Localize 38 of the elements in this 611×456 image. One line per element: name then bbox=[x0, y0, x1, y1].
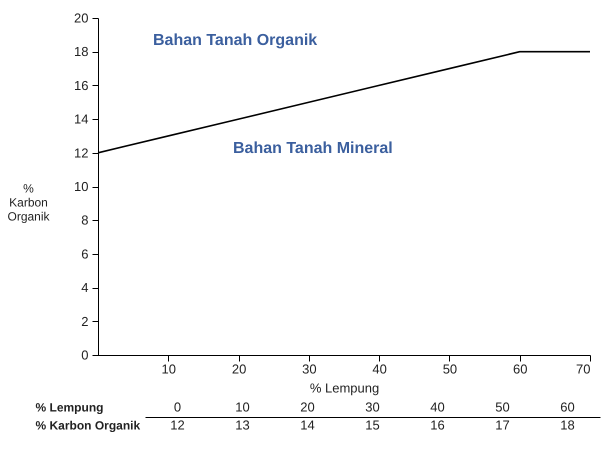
data-label: 12 bbox=[170, 418, 185, 432]
annotation: Bahan Tanah Mineral bbox=[233, 140, 393, 157]
data-label: 13 bbox=[235, 418, 250, 432]
x-tick-label: 20 bbox=[300, 400, 315, 414]
data-label: 16 bbox=[430, 418, 445, 432]
y-tick-label: 16 bbox=[74, 78, 88, 93]
x-tick-label: 50 bbox=[442, 362, 458, 376]
x-tick-label: 40 bbox=[430, 400, 445, 414]
x-axis-title: % Lempung bbox=[310, 380, 380, 396]
x-tick-label: 30 bbox=[365, 400, 380, 414]
y-tick-label: 10 bbox=[74, 179, 88, 194]
y-axis-title: % Karbon Organik bbox=[7, 182, 50, 224]
y-tick-label: 14 bbox=[74, 112, 88, 127]
x-tick-label: 10 bbox=[162, 362, 176, 376]
y-tick-label: 6 bbox=[81, 246, 88, 262]
y-tick-label: % Karbon Organik bbox=[36, 418, 141, 432]
y-tick-label: 12 bbox=[74, 145, 88, 160]
x-tick-label: 60 bbox=[560, 400, 575, 414]
x-tick-label: 50 bbox=[495, 400, 510, 414]
y-tick-label: 18 bbox=[74, 44, 88, 60]
x-tick-label: 0 bbox=[174, 400, 182, 414]
y-tick-label: 20 bbox=[74, 10, 88, 26]
annotation: Bahan Tanah Organik bbox=[153, 32, 318, 49]
x-tick-label: 70 bbox=[576, 362, 590, 376]
y-tick-label: 4 bbox=[81, 280, 88, 296]
x-tick-label: 40 bbox=[372, 362, 387, 376]
data-label: 17 bbox=[495, 418, 510, 432]
x-tick-label: 60 bbox=[512, 362, 528, 376]
x-tick-label: 30 bbox=[302, 362, 317, 376]
data-label: 15 bbox=[365, 418, 380, 432]
y-tick-label: 2 bbox=[81, 314, 88, 329]
y-tick-label: 8 bbox=[81, 212, 88, 228]
y-tick-label: 0 bbox=[81, 348, 88, 362]
x-tick-label: 10 bbox=[235, 400, 250, 414]
x-tick-label: 20 bbox=[232, 362, 246, 376]
data-label: 14 bbox=[300, 418, 315, 432]
x-axis-title: % Lempung bbox=[36, 400, 104, 414]
data-label: 18 bbox=[560, 418, 575, 432]
